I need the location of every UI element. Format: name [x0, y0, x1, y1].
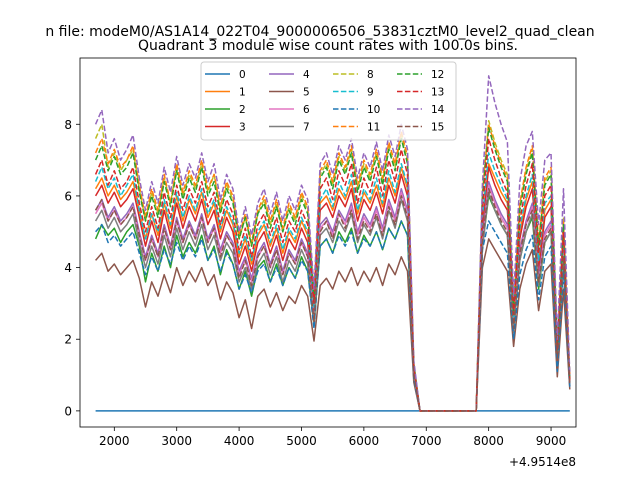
- legend-label-6: 6: [303, 104, 310, 116]
- y-tick-label: 6: [64, 189, 72, 203]
- legend-label-14: 14: [431, 104, 445, 116]
- legend-label-1: 1: [239, 87, 246, 99]
- y-tick-label: 0: [64, 404, 72, 418]
- legend-label-3: 3: [239, 122, 246, 134]
- legend-label-0: 0: [239, 69, 246, 81]
- legend-label-4: 4: [303, 69, 310, 81]
- series-line-9: [94, 152, 571, 412]
- series-line-4: [94, 180, 571, 412]
- y-axis: 0 2 4 6 8: [64, 118, 80, 418]
- series-line-3: [94, 166, 571, 412]
- y-tick-label: 2: [64, 333, 72, 347]
- legend-label-2: 2: [239, 104, 246, 116]
- x-axis-offset-label: +4.9514e8: [509, 455, 576, 469]
- x-tick-label: 4000: [224, 434, 255, 448]
- x-axis: 2000 3000 4000 5000 6000 7000 8000 9000: [99, 427, 566, 448]
- plot-area: [79, 57, 577, 428]
- series-line-13: [94, 137, 571, 412]
- legend-label-9: 9: [367, 87, 374, 99]
- y-tick-label: 8: [64, 118, 72, 132]
- series-line-14: [94, 75, 571, 412]
- legend-label-10: 10: [367, 104, 380, 116]
- x-tick-label: 8000: [473, 434, 504, 448]
- series-line-1: [94, 162, 571, 412]
- legend-label-15: 15: [431, 122, 444, 134]
- legend-box: [200, 61, 457, 141]
- x-tick-label: 3000: [161, 434, 192, 448]
- x-tick-label: 7000: [411, 434, 442, 448]
- chart-title: Quadrant 3 module wise count rates with …: [138, 38, 518, 54]
- x-tick-label: 2000: [99, 434, 130, 448]
- series-line-6: [94, 184, 571, 412]
- x-tick-label: 5000: [286, 434, 317, 448]
- series-line-12: [94, 127, 571, 412]
- series-line-11: [94, 123, 571, 412]
- legend-label-13: 13: [431, 87, 444, 99]
- series-line-5: [95, 238, 571, 412]
- legend-label-12: 12: [431, 69, 444, 81]
- legend-label-7: 7: [303, 122, 310, 134]
- series-line-10: [95, 220, 571, 412]
- x-tick-label: 9000: [536, 434, 567, 448]
- legend-label-5: 5: [303, 87, 310, 99]
- series-layer: [94, 75, 571, 412]
- y-tick-label: 4: [64, 261, 72, 275]
- legend-label-8: 8: [367, 69, 374, 81]
- axes-frame: [79, 57, 577, 428]
- series-line-7: [94, 191, 571, 412]
- legend-label-11: 11: [367, 122, 380, 134]
- figure-suptitle: n file: modeM0/AS1A14_022T04_9000006506_…: [45, 24, 594, 40]
- x-tick-label: 6000: [349, 434, 380, 448]
